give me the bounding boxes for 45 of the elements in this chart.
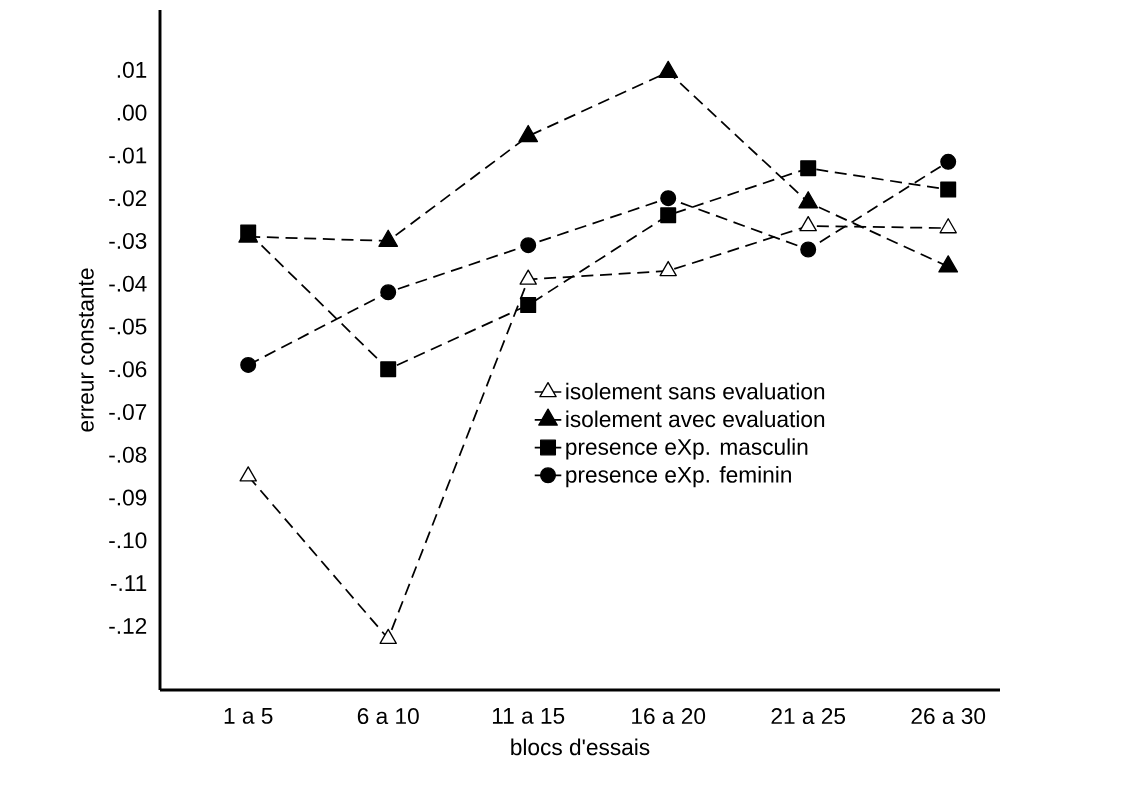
y-tick-label: .01 [117, 61, 147, 78]
point [380, 284, 397, 301]
x-tick-label: 21 a 25 [771, 708, 846, 725]
point [940, 181, 957, 198]
y-tick-label: -.11 [110, 575, 147, 591]
y-tick-label: -.04 [109, 275, 147, 292]
y-axis-title: erreur constante [78, 268, 94, 432]
y-tick-label: -.09 [109, 489, 147, 506]
legend-label: presence eXp. masculin [566, 438, 808, 460]
point [379, 628, 397, 645]
legend-label: isolement avec evaluation [566, 410, 825, 428]
point [520, 237, 537, 254]
x-tick-label: 1 a 5 [224, 708, 273, 724]
y-tick-label: -.03 [109, 232, 147, 249]
point [240, 356, 257, 373]
y-tick-label: -.01 [109, 147, 147, 164]
y-tick-label: -.02 [109, 190, 147, 207]
point [380, 361, 397, 378]
point [659, 260, 677, 277]
point [520, 297, 537, 314]
x-tick-label: 26 a 30 [911, 708, 986, 725]
x-tick-label: 11 a 15 [492, 708, 565, 724]
y-tick-label: -.10 [109, 532, 147, 549]
point [939, 218, 957, 234]
x-tick-label: 16 a 20 [632, 708, 706, 725]
x-tick-label: 6 a 10 [357, 708, 419, 725]
point [800, 160, 817, 177]
y-tick-label: .00 [117, 104, 147, 121]
y-tick-label: -.08 [109, 446, 147, 463]
point [798, 191, 819, 209]
point [519, 269, 537, 285]
x-axis-title: blocs d'essais [511, 738, 650, 756]
point [940, 153, 957, 170]
point [660, 207, 677, 224]
y-tick-label: -.05 [109, 318, 147, 335]
point [800, 241, 817, 258]
y-tick-label: -.06 [109, 361, 147, 378]
point [239, 466, 257, 482]
y-tick-label: -.12 [109, 617, 147, 634]
legend-label: isolement sans evaluation [566, 382, 825, 400]
point [660, 190, 677, 207]
point [938, 255, 959, 273]
y-tick-label: -.07 [109, 403, 147, 421]
legend-label: presence eXp. feminin [566, 466, 791, 488]
point [799, 215, 817, 232]
